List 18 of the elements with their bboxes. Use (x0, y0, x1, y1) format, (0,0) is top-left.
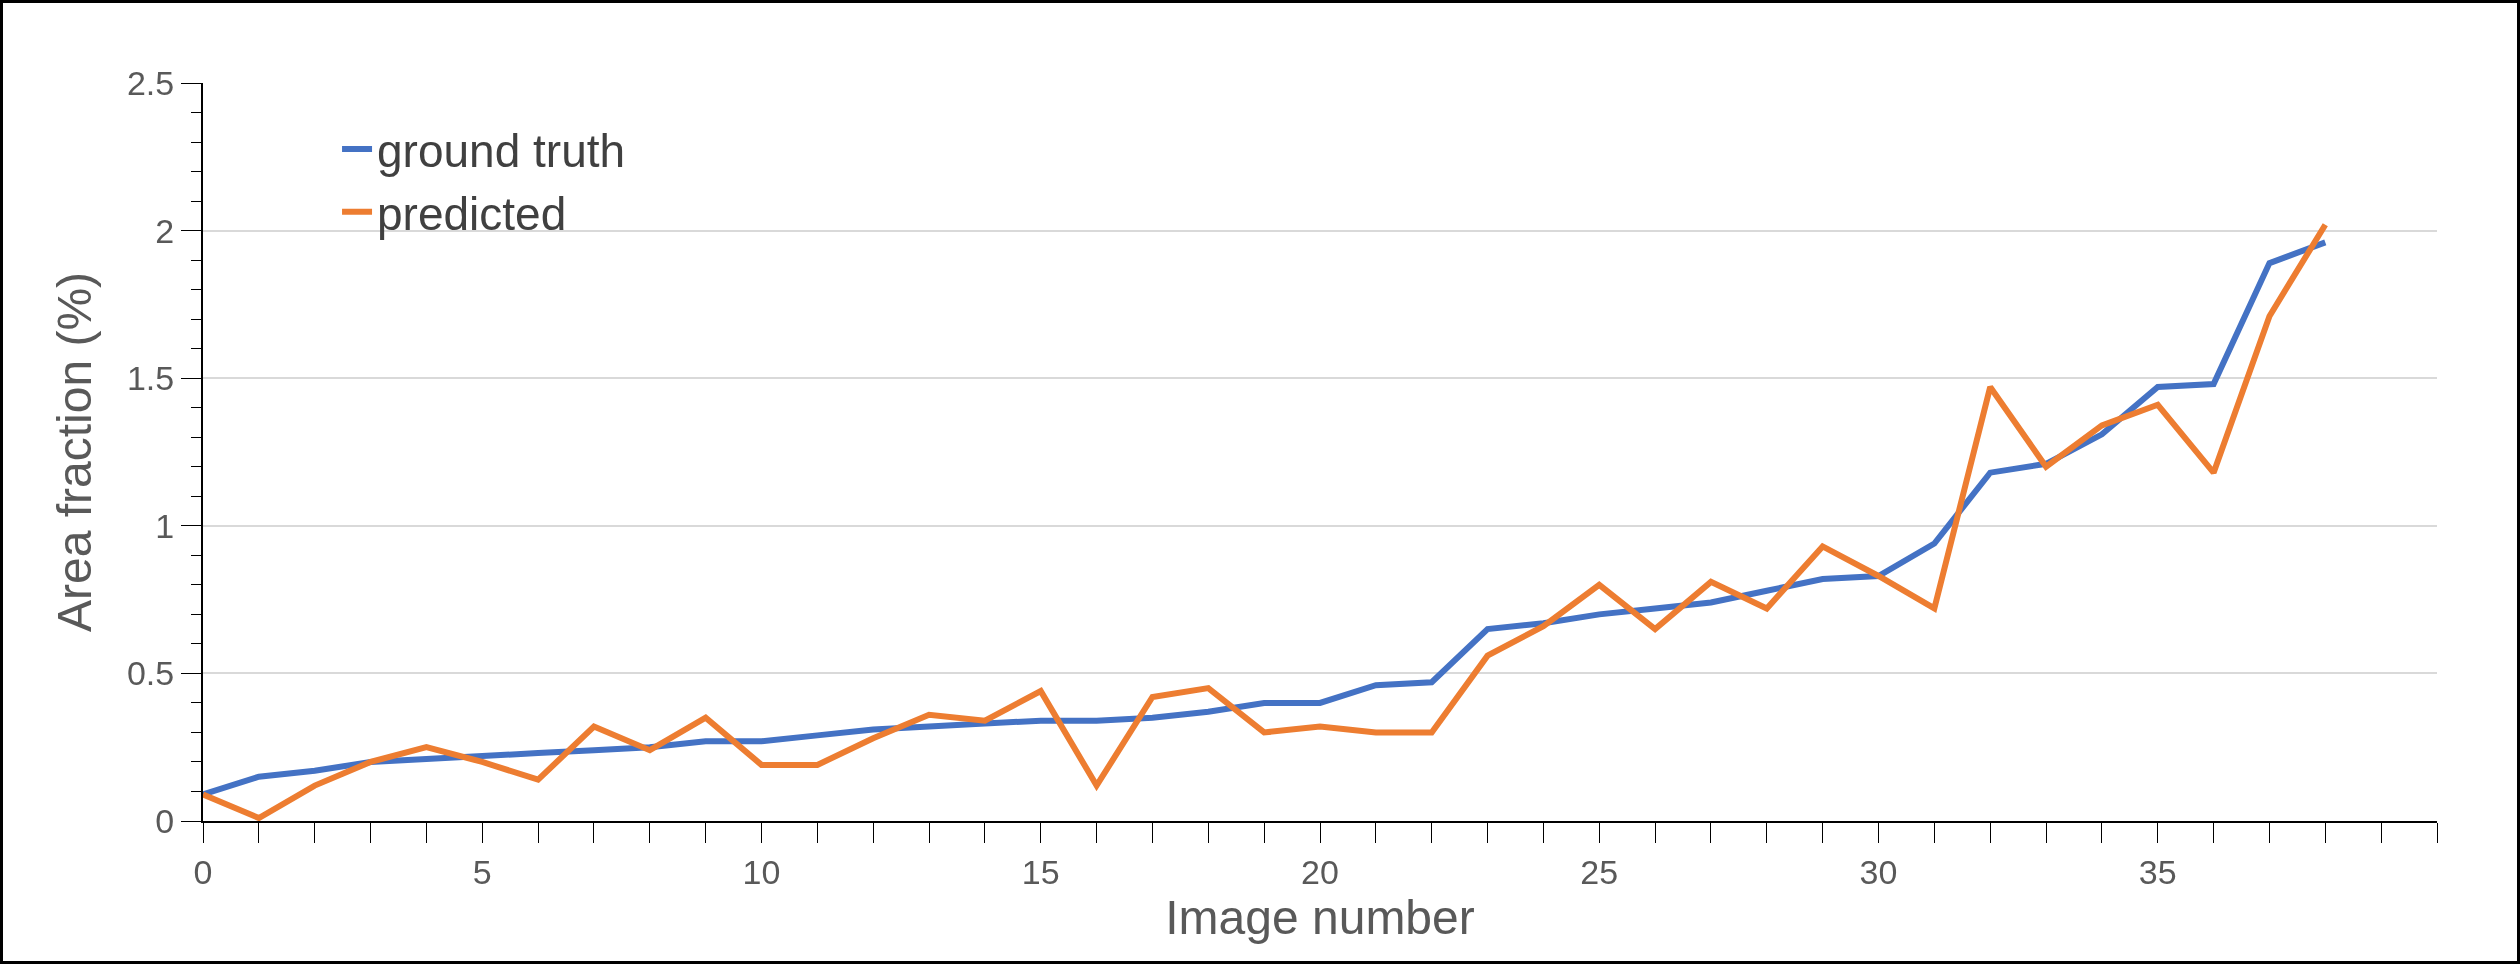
x-tick-label: 20 (1301, 852, 1339, 891)
x-tick-label: 0 (193, 852, 213, 891)
legend-label: ground truth (377, 124, 626, 177)
x-tick-label: 15 (1021, 852, 1060, 891)
y-axis-title: Area fraction (%) (48, 271, 102, 633)
y-tick-label: 0.5 (126, 654, 175, 693)
y-tick-label: 2 (155, 211, 175, 250)
legend-label: predicted (377, 187, 567, 240)
x-tick-label: 30 (1859, 852, 1898, 891)
y-tick-label: 0 (155, 801, 175, 840)
x-tick-label: 35 (2138, 852, 2177, 891)
y-tick-label: 2.5 (126, 63, 175, 102)
x-tick-label: 25 (1580, 852, 1619, 891)
x-tick-label: 5 (472, 852, 492, 891)
y-tick-label: 1 (155, 506, 175, 545)
x-axis-title: Image number (1165, 890, 1475, 944)
y-tick-label: 1.5 (126, 359, 175, 398)
x-tick-label: 10 (742, 852, 781, 891)
